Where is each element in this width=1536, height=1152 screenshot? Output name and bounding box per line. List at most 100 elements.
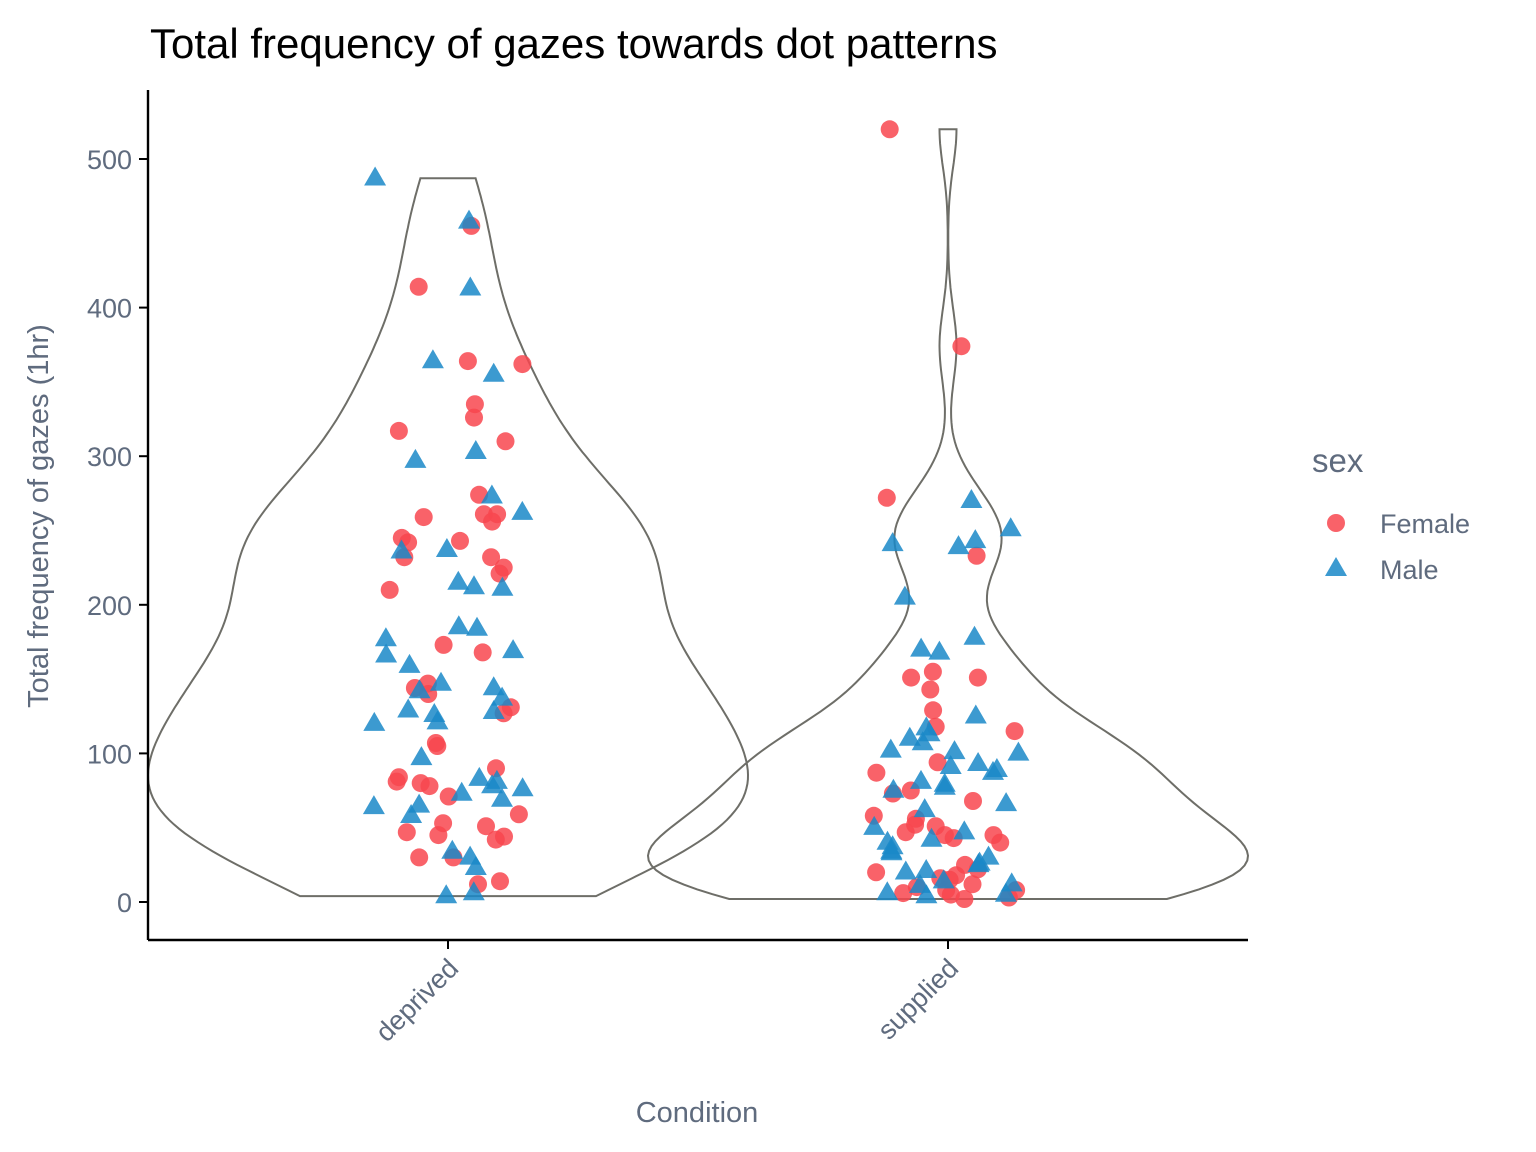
data-point-male (375, 643, 398, 663)
axes: 0 100 200 300 400 500 deprived supplied (87, 90, 1248, 1047)
data-point-male (481, 774, 504, 794)
data-point-male (480, 484, 503, 504)
data-point-female (491, 872, 509, 891)
x-tick-label: supplied (872, 953, 964, 1045)
y-axis-title: Total frequency of gazes (1hr) (23, 324, 55, 708)
data-point-male (947, 535, 970, 555)
y-tick-label: 400 (87, 294, 132, 324)
data-point-male (491, 787, 513, 807)
data-point-female (867, 863, 886, 882)
data-point-male (482, 676, 505, 696)
data-point-female (409, 277, 428, 296)
data-point-male (943, 740, 966, 760)
data-point-male (963, 625, 986, 645)
data-point-female (923, 662, 942, 681)
data-point-female (509, 805, 528, 824)
data-point-male (915, 859, 938, 878)
data-point-female (439, 787, 458, 806)
data-point-female (420, 777, 439, 796)
data-point-female (513, 355, 532, 374)
legend: sex Female Male (1312, 442, 1470, 585)
data-point-female (465, 408, 483, 427)
data-point-male (468, 766, 491, 786)
data-point-male (915, 884, 938, 904)
violin-supplied (646, 128, 1250, 900)
data-point-male (960, 489, 983, 508)
data-point-female (380, 580, 399, 599)
data-point-female (473, 643, 492, 662)
data-point-male (462, 881, 485, 901)
data-point-male (879, 738, 902, 758)
data-point-female (451, 531, 469, 550)
legend-label-male: Male (1380, 555, 1439, 585)
data-point-female (952, 337, 971, 356)
data-point-female (955, 890, 974, 908)
data-point-male (928, 640, 951, 660)
legend-title: sex (1312, 442, 1364, 479)
data-point-male (982, 760, 1004, 780)
data-point-male (863, 815, 886, 835)
data-point-female (477, 817, 495, 836)
points-layer (362, 120, 1030, 908)
data-point-male (447, 570, 470, 590)
data-point-male (404, 448, 427, 468)
data-point-male (933, 775, 956, 795)
data-point-male (999, 517, 1022, 537)
data-point-female (387, 772, 406, 791)
data-point-male (397, 698, 420, 718)
data-point-male (435, 884, 458, 904)
data-point-female (867, 763, 886, 782)
y-tick-label: 100 (87, 739, 132, 769)
legend-label-female: Female (1380, 509, 1470, 539)
data-point-male (364, 166, 387, 186)
data-point-male (876, 881, 899, 901)
data-point-male (910, 769, 932, 789)
data-point-male (913, 798, 936, 818)
data-point-female (864, 806, 883, 825)
y-tick-label: 200 (87, 591, 132, 621)
data-point-female (924, 701, 943, 720)
data-point-male (502, 639, 525, 659)
data-point-male (400, 804, 423, 823)
data-point-male (430, 671, 452, 691)
data-point-male (441, 839, 464, 859)
data-point-female (458, 352, 477, 371)
data-point-male (390, 539, 413, 559)
data-point-female (921, 680, 940, 699)
data-point-female (963, 875, 982, 894)
data-point-female (429, 826, 448, 845)
data-point-female (991, 833, 1010, 852)
data-point-female (964, 792, 982, 810)
data-point-male (964, 529, 987, 549)
data-point-male (408, 679, 431, 699)
data-point-male (967, 853, 990, 873)
data-point-male (410, 746, 433, 766)
data-point-female (496, 432, 515, 451)
data-point-female (941, 885, 960, 904)
data-point-female (877, 488, 896, 507)
data-point-male (408, 793, 431, 813)
data-point-female (465, 395, 484, 414)
legend-key-male (1325, 557, 1347, 576)
data-point-male (421, 349, 444, 369)
data-point-female (902, 668, 921, 687)
data-point-male (967, 752, 990, 771)
data-point-male (880, 841, 903, 861)
data-point-male (450, 781, 473, 801)
data-point-male (894, 860, 917, 880)
y-tick-label: 0 (117, 888, 132, 918)
data-point-female (967, 546, 986, 565)
data-point-female (490, 564, 509, 583)
data-point-male (466, 616, 488, 636)
data-point-female (894, 884, 913, 903)
data-point-male (882, 778, 905, 798)
data-point-female (389, 421, 408, 440)
data-point-male (426, 710, 449, 730)
data-point-male (910, 637, 933, 657)
data-point-female (428, 737, 447, 755)
legend-key-female (1327, 514, 1345, 532)
data-point-male (464, 440, 487, 459)
data-point-male (898, 726, 921, 746)
data-point-male (435, 538, 458, 557)
